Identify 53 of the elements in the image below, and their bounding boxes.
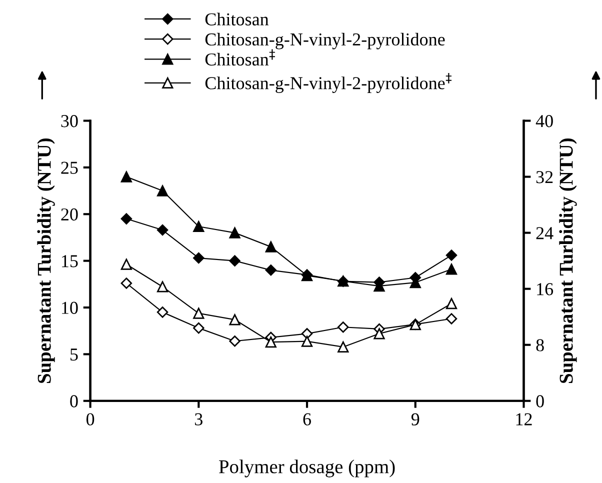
x-axis-title: Polymer dosage (ppm) [219,460,395,478]
y-tick-label: 5 [70,348,78,361]
legend-label: Chitosan-g-N-vinyl-2-pyrolidone [205,32,445,50]
point [446,264,458,275]
point [265,241,276,252]
y2-tick-label: 16 [537,283,554,296]
y2-tick-label: 8 [536,339,544,352]
y-tick-label: 30 [61,115,78,128]
y2-axis-title: Supernatant Turbidity (NTU) [559,138,577,383]
point [229,227,240,238]
point [193,220,204,232]
point [265,336,276,348]
point [229,314,240,326]
point [120,278,132,289]
x-tick-label: 0 [86,413,94,426]
point [156,185,168,196]
point [374,328,385,340]
point [120,258,132,270]
x-tick-label: 6 [303,413,311,426]
point [229,336,240,347]
point [338,341,349,353]
y-tick-label: 0 [70,395,78,408]
legend-label: Chitosan$^{‡}$ [205,49,275,66]
point [156,224,168,236]
x-tick-label: 9 [411,413,420,426]
point [156,306,168,318]
point [120,171,132,182]
y-tick-label: 25 [61,162,78,174]
point [229,255,240,266]
y-tick-label: 20 [61,208,78,221]
point [120,213,132,224]
point [193,308,204,319]
point [156,281,168,292]
point [446,250,458,261]
point [446,313,458,324]
legend-label: Chitosan-g-N-vinyl-2-pyrolidone$^{‡}$ [205,72,452,93]
point [446,298,458,310]
point [338,322,349,333]
y-tick-label: 10 [62,302,78,314]
y2-tick-label: 24 [536,227,554,240]
y2-tick-label: 32 [536,171,553,184]
point [193,322,204,334]
y2-tick-label: 0 [536,395,544,408]
x-tick-label: 3 [195,413,202,426]
y-tick-label: 15 [62,255,78,268]
x-tick-label: 12 [516,413,532,426]
point [301,328,313,340]
point [265,264,277,276]
y2-tick-label: 40 [536,115,553,128]
point [301,336,313,347]
legend-label: Chitosan [205,12,269,26]
point [193,252,204,264]
y-axis-title: Supernatant Turbidity (NTU) [37,138,55,383]
